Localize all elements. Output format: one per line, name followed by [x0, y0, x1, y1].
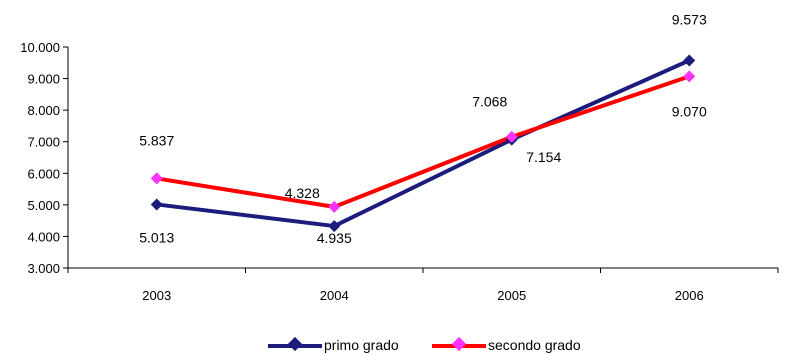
y-tick-label: 10.000 [20, 40, 60, 55]
data-point-1-2 [505, 130, 518, 143]
data-label: 9.573 [672, 11, 707, 27]
data-point-0-3 [683, 54, 696, 67]
series-group [150, 54, 696, 233]
legend-label-primo-grado: primo grado [324, 337, 399, 353]
x-tick-label: 2006 [675, 288, 704, 303]
x-axis-ticks: 2003 2004 2005 2006 [67, 268, 779, 303]
data-label: 5.013 [139, 229, 174, 245]
series-line-0 [156, 58, 691, 229]
y-tick-label: 5.000 [27, 198, 60, 213]
y-tick-label: 8.000 [27, 103, 60, 118]
legend-label-secondo-grado: secondo grado [488, 337, 581, 353]
x-tick-label: 2004 [320, 288, 349, 303]
data-point-0-0 [150, 198, 163, 211]
y-tick-label: 9.000 [27, 72, 60, 87]
data-label: 4.328 [285, 185, 320, 201]
data-label: 7.068 [472, 94, 507, 110]
x-tick-label: 2005 [497, 288, 526, 303]
y-tick-label: 7.000 [27, 135, 60, 150]
legend-item-primo-grado: primo grado [268, 334, 438, 354]
legend-marker-secondo-grado [451, 336, 467, 352]
data-point-0-1 [328, 220, 341, 233]
data-label: 7.154 [526, 149, 561, 165]
y-axis-ticks: 3.000 4.000 5.000 6.000 7.000 8.000 9.000 10.00… [20, 40, 68, 276]
data-label: 5.837 [139, 132, 174, 148]
legend-marker-primo-grado [287, 336, 303, 352]
data-point-1-1 [328, 200, 341, 213]
axes [67, 47, 778, 269]
y-tick-label: 4.000 [27, 229, 60, 244]
y-tick-label: 3.000 [27, 261, 60, 276]
x-tick-label: 2003 [142, 288, 171, 303]
legend: primo grado secondo grado [0, 334, 800, 354]
data-labels: 5.013 4.328 7.068 9.573 5.837 4.935 7.154 9.070 [139, 11, 707, 245]
data-point-1-3 [683, 70, 696, 83]
line-chart: 3.000 4.000 5.000 6.000 7.000 8.000 9.000 10.00… [20, 11, 779, 303]
data-label: 9.070 [672, 103, 707, 119]
legend-item-secondo-grado: secondo grado [432, 334, 632, 354]
data-point-1-0 [150, 172, 163, 185]
y-tick-label: 6.000 [27, 166, 60, 181]
series-line-1 [156, 74, 690, 209]
data-label: 4.935 [317, 230, 352, 246]
